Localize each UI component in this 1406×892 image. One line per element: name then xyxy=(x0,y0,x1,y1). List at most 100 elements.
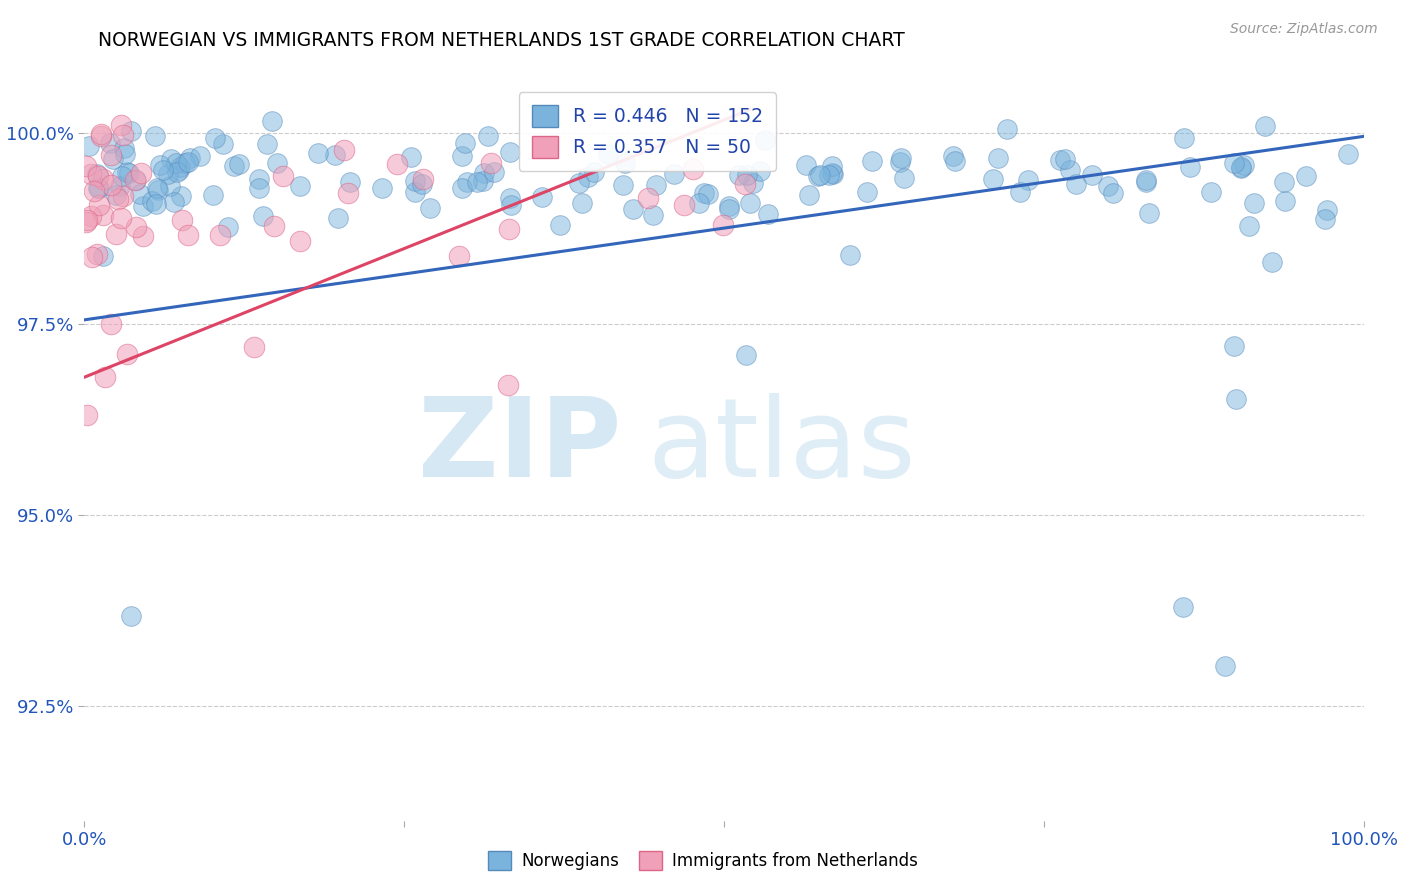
Point xyxy=(112,128,135,143)
Point xyxy=(169,189,191,203)
Point xyxy=(87,197,110,211)
Point xyxy=(1017,172,1039,186)
Point xyxy=(1135,175,1157,189)
Point xyxy=(76,409,98,423)
Point xyxy=(288,234,311,248)
Point xyxy=(228,157,250,171)
Point xyxy=(1337,147,1360,161)
Point xyxy=(100,317,122,331)
Point xyxy=(688,196,710,211)
Point xyxy=(323,148,346,162)
Point xyxy=(131,166,153,180)
Point xyxy=(673,198,696,212)
Point xyxy=(177,154,200,169)
Point xyxy=(496,377,519,392)
Point xyxy=(404,174,426,188)
Point xyxy=(718,202,741,216)
Point xyxy=(77,138,100,153)
Point xyxy=(697,186,720,201)
Point xyxy=(110,211,132,225)
Point xyxy=(288,178,311,193)
Point xyxy=(839,248,862,262)
Point xyxy=(717,199,740,213)
Point xyxy=(98,136,121,150)
Point xyxy=(87,180,110,194)
Point xyxy=(797,188,820,202)
Point xyxy=(222,160,245,174)
Point xyxy=(177,228,200,243)
Point xyxy=(256,137,278,152)
Point xyxy=(86,247,108,261)
Point xyxy=(105,187,128,202)
Point xyxy=(454,136,477,150)
Point xyxy=(132,199,155,213)
Point xyxy=(571,196,593,211)
Point xyxy=(141,194,163,209)
Point xyxy=(662,167,685,181)
Point xyxy=(120,608,142,623)
Point xyxy=(173,156,195,170)
Point xyxy=(110,179,132,194)
Point xyxy=(582,165,605,179)
Point xyxy=(201,188,224,202)
Point xyxy=(212,136,235,151)
Point xyxy=(145,196,167,211)
Point xyxy=(166,165,188,179)
Point xyxy=(1102,186,1125,200)
Point xyxy=(711,219,734,233)
Point xyxy=(80,251,103,265)
Point xyxy=(80,209,103,223)
Point xyxy=(91,249,114,263)
Point xyxy=(501,198,523,212)
Point xyxy=(170,212,193,227)
Point xyxy=(332,143,354,157)
Point xyxy=(90,127,112,141)
Point xyxy=(100,178,122,192)
Point xyxy=(1010,186,1032,200)
Point xyxy=(598,147,620,161)
Point xyxy=(456,175,478,189)
Point xyxy=(271,169,294,184)
Point xyxy=(152,163,174,178)
Point xyxy=(1295,169,1317,183)
Point xyxy=(1139,206,1161,220)
Point xyxy=(339,175,361,189)
Point xyxy=(124,173,146,187)
Point xyxy=(404,186,426,200)
Point xyxy=(637,191,659,205)
Point xyxy=(818,168,841,182)
Point xyxy=(889,154,911,169)
Point xyxy=(112,141,135,155)
Point xyxy=(412,172,434,186)
Text: ZIP: ZIP xyxy=(419,392,621,500)
Point xyxy=(115,347,138,361)
Point xyxy=(1254,119,1277,133)
Point xyxy=(748,164,770,178)
Point xyxy=(1135,173,1157,187)
Point xyxy=(1243,196,1265,211)
Point xyxy=(111,188,134,202)
Point xyxy=(115,164,138,178)
Point xyxy=(1313,212,1336,227)
Point xyxy=(567,177,589,191)
Point xyxy=(107,192,129,206)
Point xyxy=(91,172,114,186)
Point xyxy=(260,113,283,128)
Point xyxy=(1059,163,1081,178)
Point xyxy=(160,153,183,167)
Point xyxy=(188,149,211,163)
Point xyxy=(499,145,522,160)
Point xyxy=(821,167,844,181)
Point xyxy=(128,186,150,201)
Point xyxy=(75,215,97,229)
Point xyxy=(821,166,844,180)
Point xyxy=(738,195,761,210)
Point xyxy=(204,130,226,145)
Point xyxy=(807,169,830,183)
Point xyxy=(1097,178,1119,193)
Point xyxy=(105,227,128,242)
Point xyxy=(125,173,148,187)
Point xyxy=(612,178,634,193)
Point xyxy=(1213,659,1236,673)
Point xyxy=(1230,160,1253,174)
